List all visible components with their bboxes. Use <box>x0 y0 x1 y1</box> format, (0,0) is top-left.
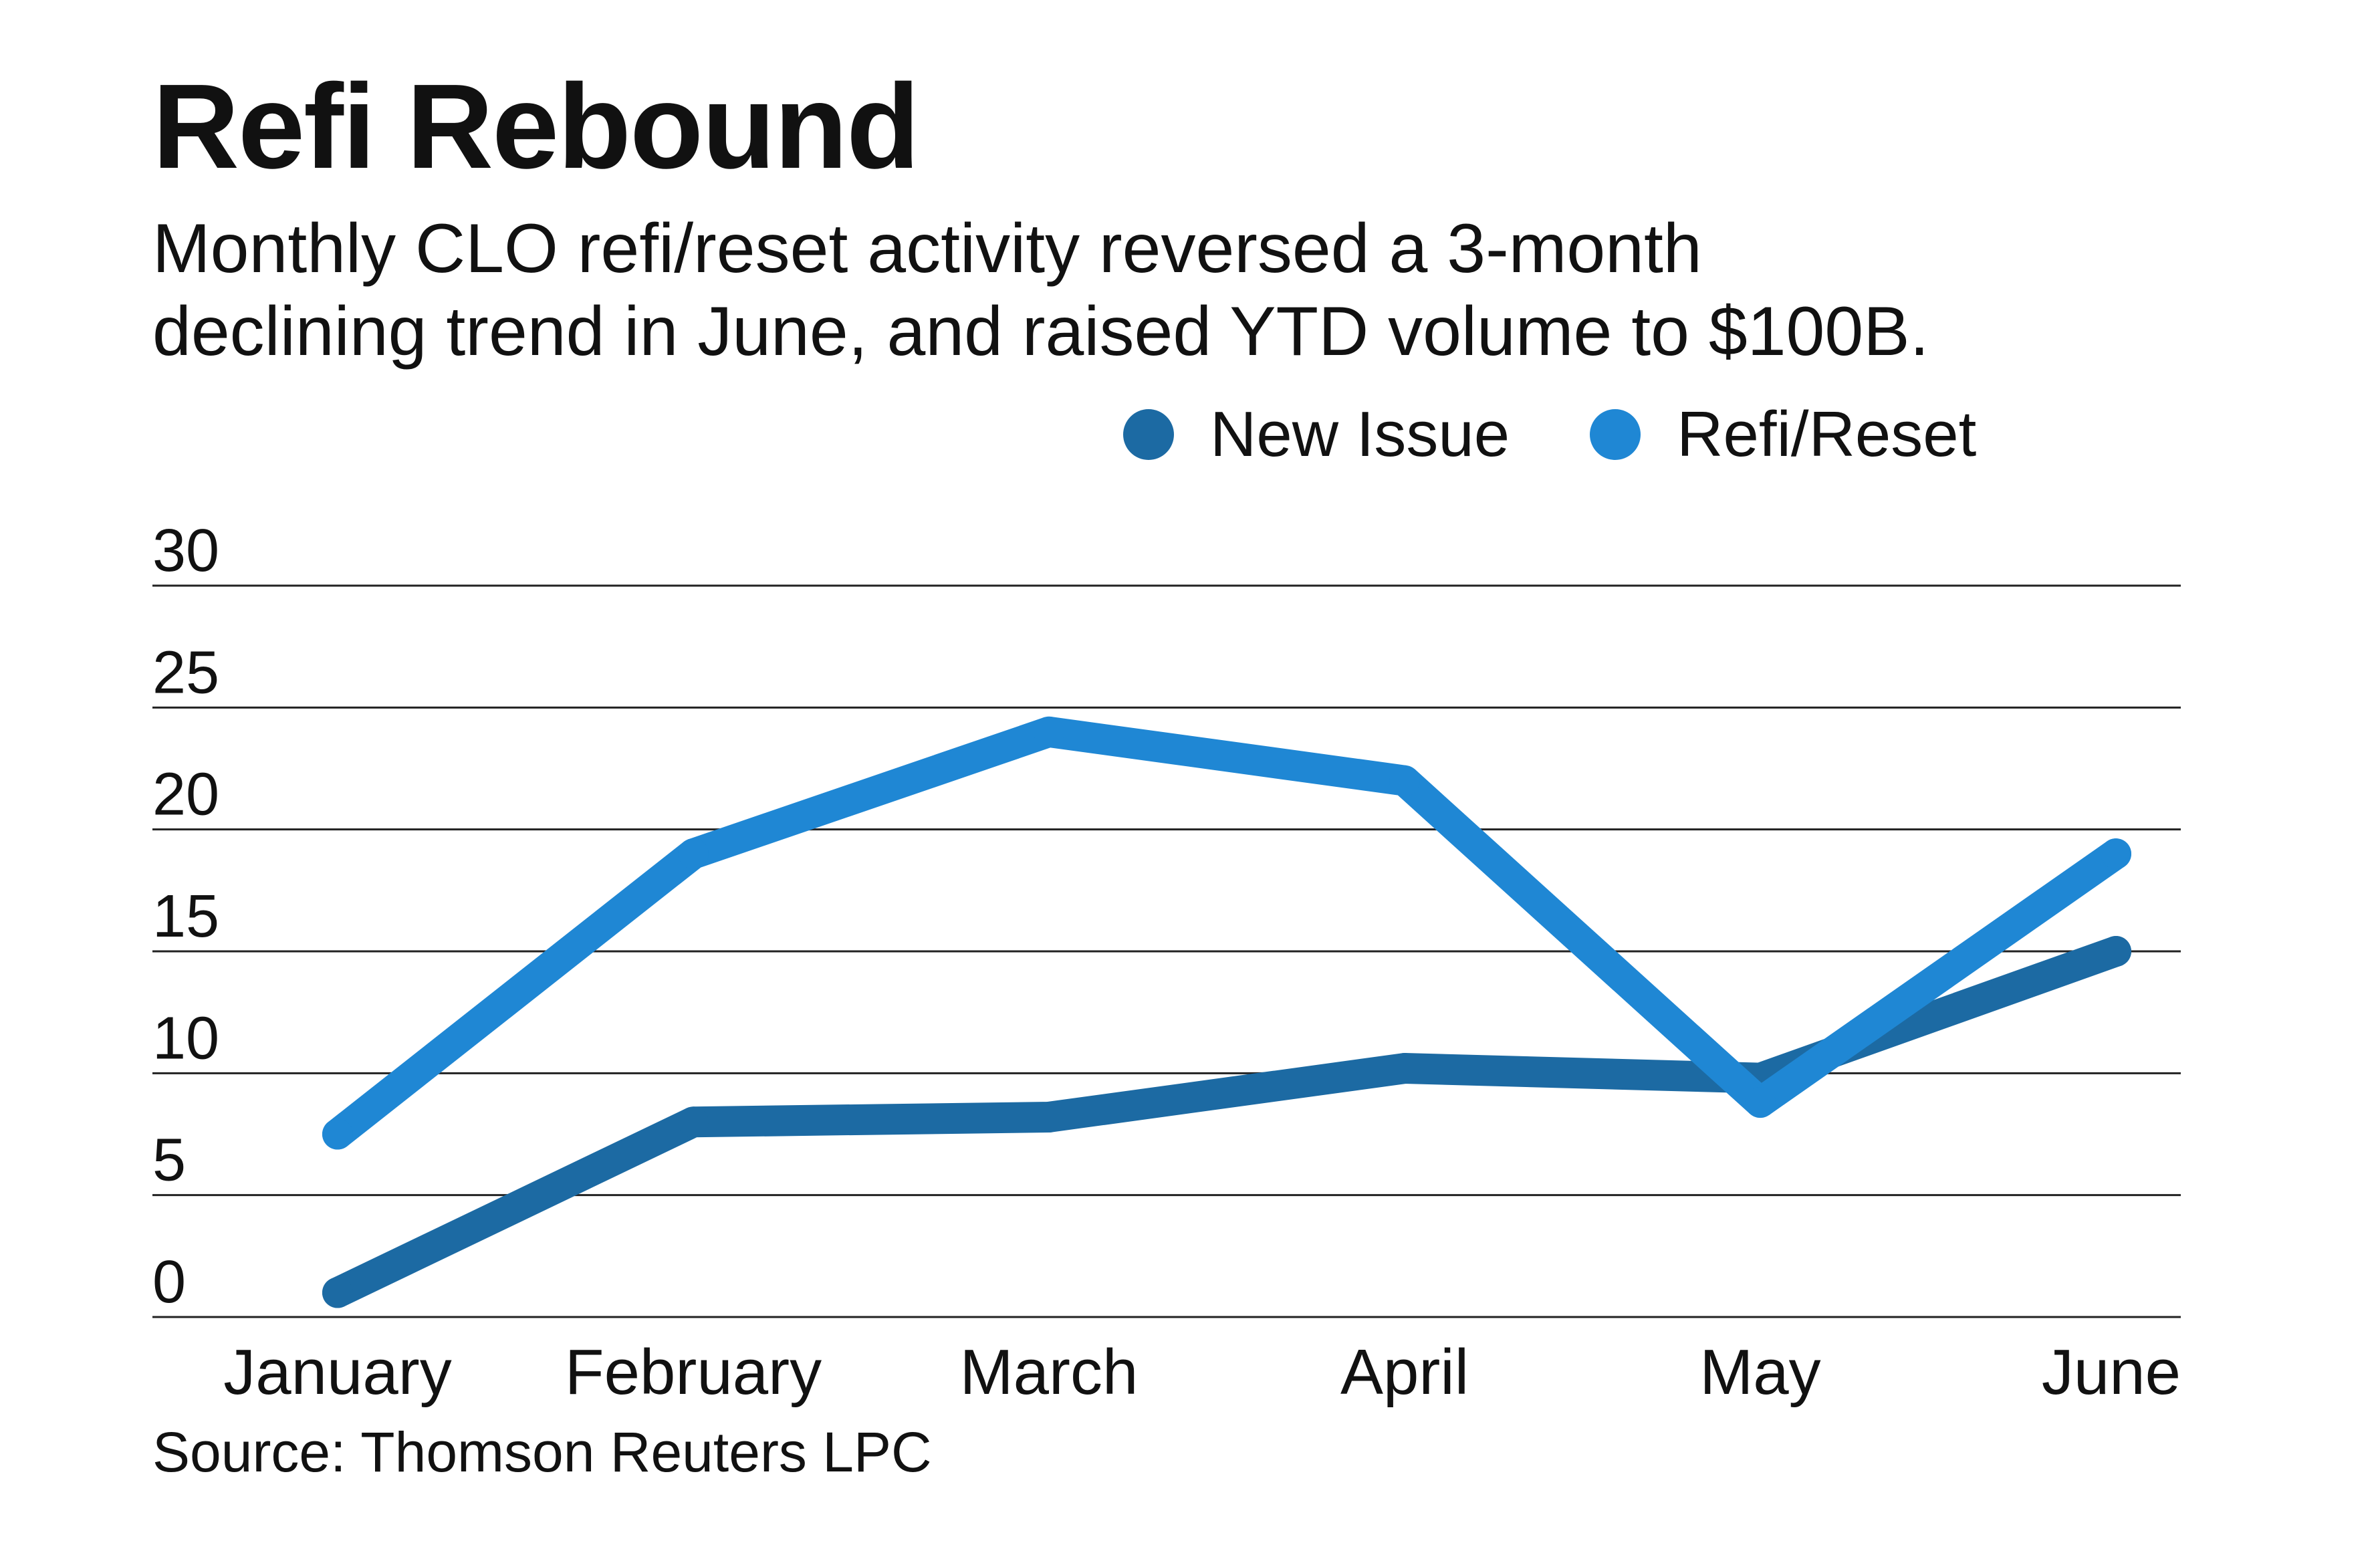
axis-label-layer: 0 5 10 15 20 25 30 January February March April May… <box>152 517 2181 1408</box>
data-point-new-issue-june <box>2101 936 2131 967</box>
y-tick-label-25: 25 <box>152 639 219 706</box>
legend-swatch-refi-reset <box>1590 409 1641 460</box>
x-tick-label-january: January <box>223 1336 452 1408</box>
y-tick-label-5: 5 <box>152 1127 186 1194</box>
y-tick-label-15: 15 <box>152 883 219 950</box>
x-tick-label-april: April <box>1340 1336 1469 1408</box>
x-tick-label-may: May <box>1699 1336 1820 1408</box>
data-point-refi-reset-february <box>678 838 709 870</box>
data-point-new-issue-february <box>678 1106 709 1138</box>
y-tick-label-30: 30 <box>152 517 219 584</box>
y-tick-label-20: 20 <box>152 761 219 828</box>
grid-layer <box>152 584 2181 1318</box>
chart-source: Source: Thomson Reuters LPC <box>152 1421 932 1483</box>
series-layer <box>322 716 2131 1308</box>
legend-item-new-issue: New Issue <box>1123 398 1510 471</box>
series-line-refi-reset <box>322 717 2131 1150</box>
legend-item-refi-reset: Refi/Reset <box>1590 398 1976 471</box>
data-point-new-issue-january <box>322 1277 353 1308</box>
chart-title: Refi Rebound <box>152 59 920 194</box>
data-point-refi-reset-march <box>1034 716 1064 747</box>
subtitle-line-1: Monthly CLO refi/reset activity reversed… <box>152 210 1702 287</box>
data-point-refi-reset-june <box>2101 838 2131 870</box>
series-line-new-issue <box>322 936 2131 1308</box>
chart-legend: New Issue Refi/Reset <box>1123 394 1976 475</box>
data-point-refi-reset-may <box>1745 1087 1776 1118</box>
legend-label-new-issue: New Issue <box>1210 398 1510 470</box>
chart-subtitle: Monthly CLO refi/reset activity reversed… <box>152 207 2292 373</box>
x-tick-label-june: June <box>2042 1336 2181 1408</box>
legend-label-refi-reset: Refi/Reset <box>1677 398 1977 470</box>
data-point-refi-reset-january <box>322 1118 353 1150</box>
y-tick-label-10: 10 <box>152 1005 219 1072</box>
data-point-refi-reset-april <box>1389 765 1420 796</box>
legend-swatch-new-issue <box>1123 409 1174 460</box>
data-point-new-issue-april <box>1389 1053 1420 1084</box>
y-tick-label-0: 0 <box>152 1249 186 1316</box>
data-point-new-issue-march <box>1034 1101 1064 1132</box>
x-tick-label-march: March <box>960 1336 1139 1408</box>
x-tick-label-february: February <box>565 1336 822 1408</box>
subtitle-line-2: declining trend in June, and raised YTD … <box>152 293 1929 370</box>
